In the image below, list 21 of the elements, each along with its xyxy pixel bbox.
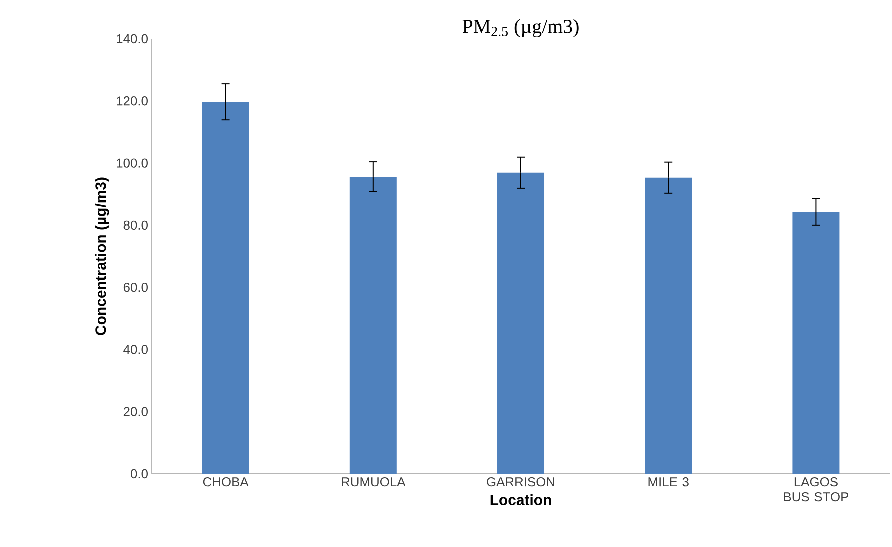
bar xyxy=(645,178,692,474)
y-tick-label: 140.0 xyxy=(117,34,148,44)
y-axis-title: Concentration (µg/m3) xyxy=(95,178,110,336)
bar xyxy=(202,102,250,474)
x-tick-label: MILE 3 xyxy=(648,478,689,487)
bar xyxy=(498,172,545,474)
bar xyxy=(350,176,397,474)
y-tick-label: 40.0 xyxy=(124,345,148,354)
x-axis-title: Location xyxy=(490,494,552,506)
x-tick-label: LAGOS BUS STOP xyxy=(784,478,849,502)
bar xyxy=(792,212,840,474)
y-tick-label: 20.0 xyxy=(124,407,148,416)
y-tick-label: 100.0 xyxy=(117,158,148,168)
x-tick-label: GARRISON xyxy=(487,478,554,487)
x-tick-label: RUMUOLA xyxy=(342,478,406,487)
x-tick-label: CHOBA xyxy=(203,478,249,487)
y-tick-label: 80.0 xyxy=(124,220,148,230)
y-tick-label: 60.0 xyxy=(124,282,148,292)
y-tick-label: 0.0 xyxy=(130,469,148,479)
y-tick-label: 120.0 xyxy=(117,96,148,106)
chart-title: PM$_{2.5}$ (µg/m3) xyxy=(462,19,579,38)
